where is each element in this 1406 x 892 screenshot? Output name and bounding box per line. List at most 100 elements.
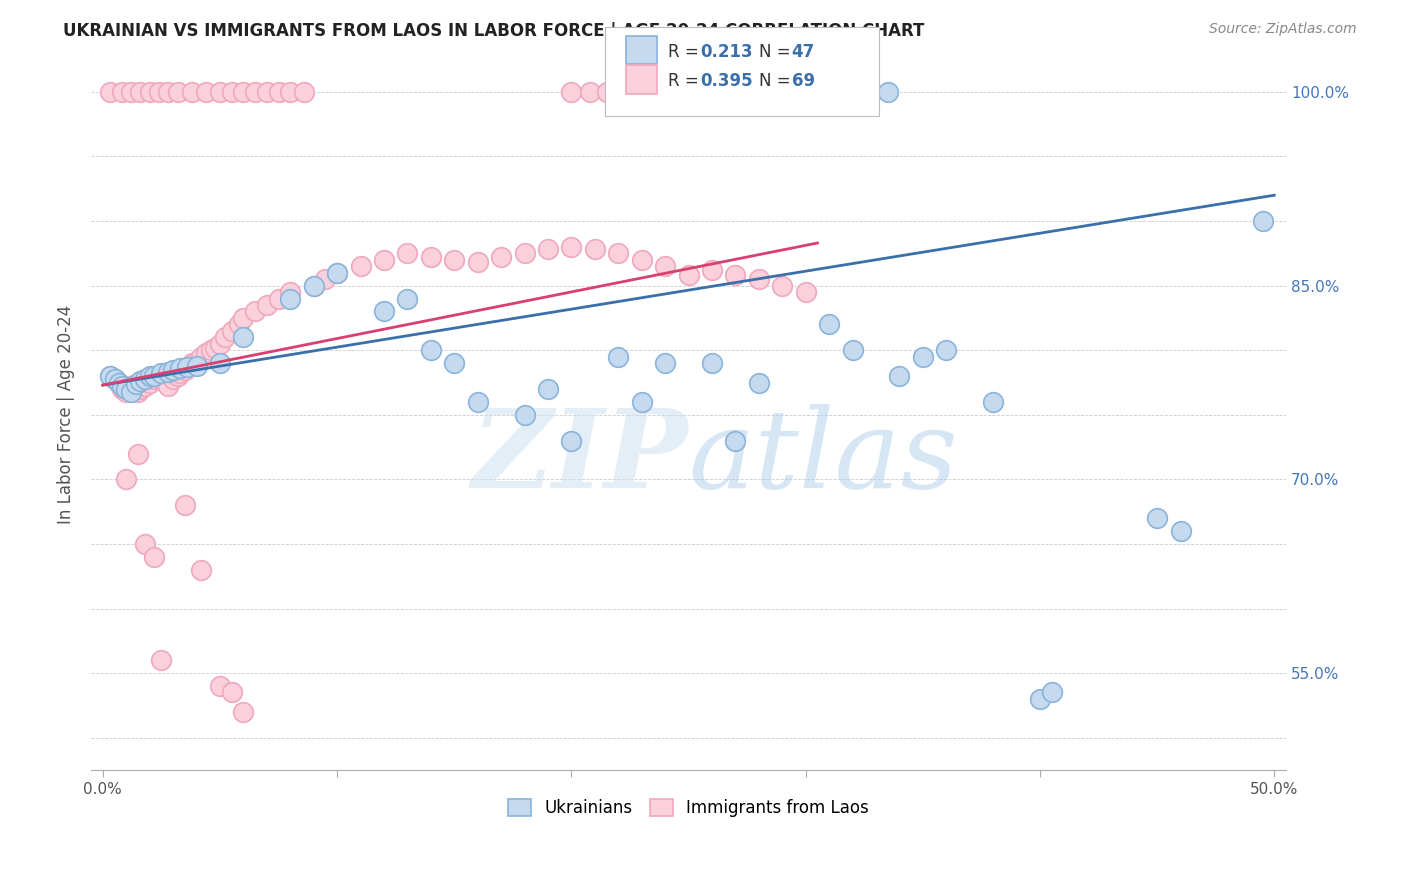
Point [818, 318, 841, 332]
Point [794, 85, 817, 99]
Text: Source: ZipAtlas.com: Source: ZipAtlas.com [1209, 22, 1357, 37]
Point [467, 395, 489, 409]
Point [595, 85, 617, 99]
Point [579, 85, 602, 99]
Point [200, 343, 222, 358]
Point [129, 85, 152, 99]
Point [232, 330, 254, 344]
Point [232, 85, 254, 99]
Point [537, 382, 560, 396]
Point [326, 266, 349, 280]
Text: 0.213: 0.213 [700, 43, 752, 61]
Point [349, 259, 371, 273]
Y-axis label: In Labor Force | Age 20-24: In Labor Force | Age 20-24 [58, 305, 75, 524]
Point [169, 361, 191, 376]
Point [911, 350, 934, 364]
Text: ZIP: ZIP [472, 404, 689, 511]
Point [232, 705, 254, 719]
Point [115, 472, 138, 486]
Point [278, 292, 301, 306]
Point [396, 246, 419, 260]
Point [243, 304, 266, 318]
Point [373, 304, 395, 318]
Point [120, 384, 142, 399]
Point [1146, 511, 1168, 525]
Point [748, 376, 770, 390]
Point [127, 384, 149, 399]
Point [110, 85, 132, 99]
Point [221, 685, 243, 699]
Point [157, 85, 180, 99]
Point [278, 85, 301, 99]
Point [208, 85, 231, 99]
Point [834, 85, 856, 99]
Point [103, 371, 125, 385]
Point [1170, 524, 1192, 538]
Point [179, 359, 201, 373]
Point [489, 250, 512, 264]
Point [120, 379, 142, 393]
Point [221, 85, 243, 99]
Point [841, 343, 863, 358]
Point [583, 243, 606, 257]
Point [145, 369, 167, 384]
Point [180, 85, 202, 99]
Point [194, 346, 217, 360]
Point [278, 285, 301, 299]
Point [180, 356, 202, 370]
Point [560, 434, 582, 448]
Text: N =: N = [759, 43, 796, 61]
Point [134, 379, 156, 393]
Point [134, 371, 156, 385]
Point [665, 85, 688, 99]
Point [98, 369, 121, 384]
Point [876, 85, 898, 99]
Point [221, 324, 243, 338]
Point [208, 356, 231, 370]
Point [630, 395, 652, 409]
Point [143, 371, 166, 385]
Point [607, 246, 630, 260]
Point [176, 359, 198, 374]
Point [186, 359, 208, 373]
Point [443, 252, 465, 267]
Text: 0.395: 0.395 [700, 72, 752, 90]
Point [138, 369, 160, 384]
Point [256, 85, 278, 99]
Point [173, 498, 195, 512]
Point [108, 376, 131, 390]
Point [654, 356, 676, 370]
Point [292, 85, 315, 99]
Point [98, 369, 121, 384]
Point [612, 85, 634, 99]
Point [110, 379, 132, 393]
Point [127, 446, 149, 460]
Point [103, 371, 125, 385]
Point [700, 263, 723, 277]
Point [443, 356, 465, 370]
Point [166, 85, 188, 99]
Point [138, 376, 160, 390]
Point [186, 353, 208, 368]
Point [419, 250, 441, 264]
Point [124, 376, 146, 391]
Point [157, 379, 180, 393]
Point [129, 382, 152, 396]
Text: N =: N = [759, 72, 796, 90]
Point [935, 343, 957, 358]
Point [889, 369, 911, 384]
Point [150, 653, 173, 667]
Point [724, 434, 747, 448]
Point [143, 369, 166, 384]
Point [302, 278, 325, 293]
Point [162, 362, 184, 376]
Point [190, 563, 212, 577]
Point [981, 395, 1004, 409]
Point [630, 85, 652, 99]
Point [326, 266, 349, 280]
Point [647, 85, 669, 99]
Point [208, 336, 231, 351]
Point [267, 85, 290, 99]
Point [794, 285, 817, 299]
Point [204, 341, 226, 355]
